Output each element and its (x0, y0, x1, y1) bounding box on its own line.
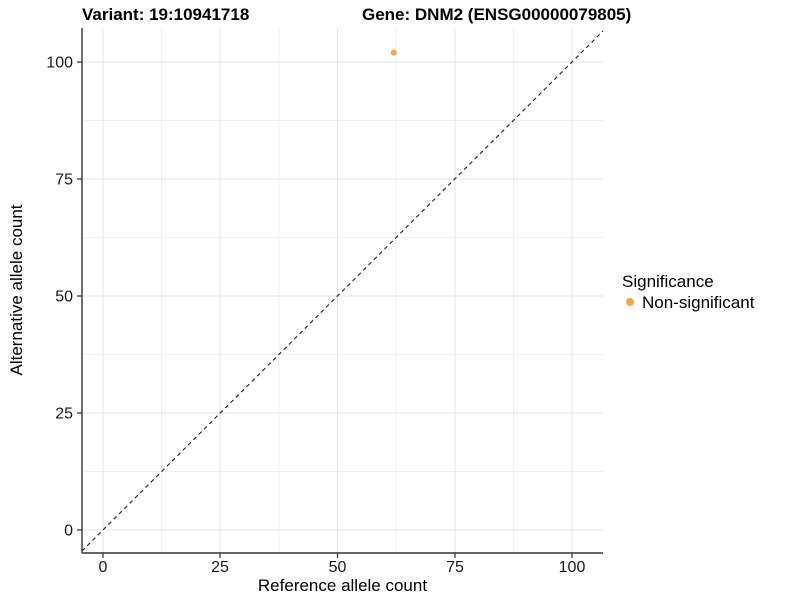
plot-title-gene: Gene: DNM2 (ENSG00000079805) (362, 5, 631, 24)
legend-item-label: Non-significant (642, 293, 755, 312)
x-tick-label: 50 (329, 559, 347, 576)
y-axis-title: Alternative allele count (7, 204, 26, 375)
y-tick-labels: 0 25 50 75 100 (46, 55, 73, 540)
data-point (390, 49, 397, 56)
grid-major (82, 28, 603, 553)
y-tick-label: 75 (55, 172, 73, 189)
x-tick-label: 100 (559, 559, 586, 576)
x-tick-label: 0 (99, 559, 108, 576)
y-tick-marks (77, 61, 82, 531)
y-tick-label: 100 (46, 55, 73, 72)
identity-line (81, 30, 604, 552)
legend-key-dot (626, 298, 634, 306)
grid-minor (82, 28, 603, 553)
y-tick-label: 50 (55, 289, 73, 306)
x-tick-label: 25 (211, 559, 229, 576)
x-tick-label: 75 (446, 559, 464, 576)
legend: Significance Non-significant (622, 272, 755, 312)
y-tick-label: 0 (64, 523, 73, 540)
x-tick-labels: 0 25 50 75 100 (99, 559, 586, 576)
legend-title: Significance (622, 272, 714, 291)
y-tick-label: 25 (55, 406, 73, 423)
x-axis-title: Reference allele count (258, 576, 427, 595)
x-tick-marks (102, 553, 573, 558)
plot-title-variant: Variant: 19:10941718 (82, 5, 249, 24)
